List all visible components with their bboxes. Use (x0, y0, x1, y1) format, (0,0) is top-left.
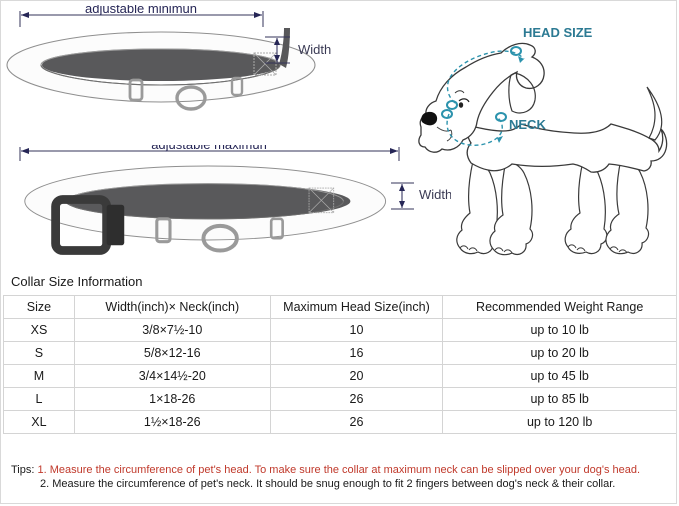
svg-text:adjustable maximun: adjustable maximun (151, 145, 267, 152)
svg-text:HEAD SIZE: HEAD SIZE (523, 25, 593, 40)
svg-text:adjustable minimun: adjustable minimun (85, 5, 197, 16)
svg-text:Width: Width (298, 42, 331, 57)
svg-text:NECK: NECK (509, 117, 546, 132)
